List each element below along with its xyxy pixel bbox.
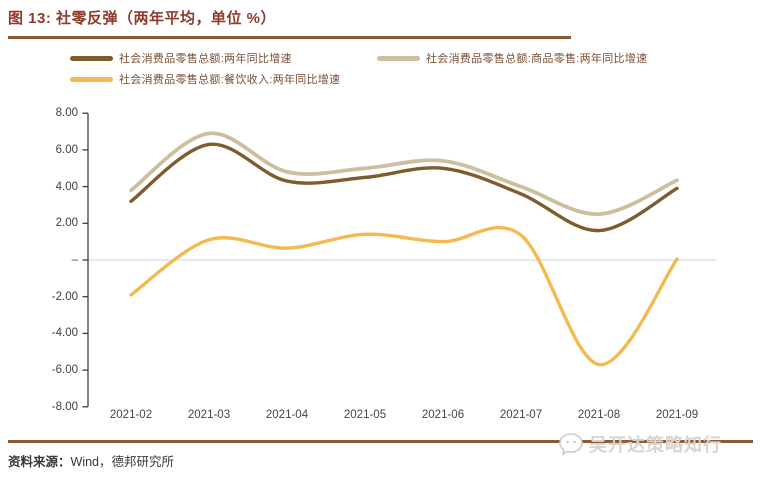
source-value: Wind，德邦研究所 (70, 455, 174, 469)
watermark: 吴开达策略知行 (558, 431, 722, 457)
x-tick-label: 2021-03 (187, 409, 231, 421)
legend-line-swatch-catering (70, 76, 113, 82)
y-tick-label: 2.00 (55, 217, 78, 230)
x-tick-label: 2021-08 (577, 409, 621, 421)
x-tick-label: 2021-02 (109, 409, 153, 421)
legend-item-catering: 社会消费品零售总额:餐饮收入:两年同比增速 (70, 72, 340, 86)
source-note: 资料来源：Wind，德邦研究所 (8, 451, 174, 470)
x-tick-label: 2021-07 (499, 409, 543, 421)
watermark-text: 吴开达策略知行 (589, 435, 722, 455)
y-tick-label: -6.00 (51, 364, 78, 377)
legend-label-catering: 社会消费品零售总额:餐饮收入:两年同比增速 (119, 74, 341, 86)
y-tick-label: 8.00 (55, 107, 78, 120)
legend-label-goods: 社会消费品零售总额:商品零售:两年同比增速 (426, 53, 648, 65)
source-label: 资料来源： (8, 455, 71, 469)
legend-line-swatch-goods (377, 55, 420, 61)
title-divider (8, 36, 571, 39)
series-line-2 (129, 225, 679, 367)
x-tick-label: 2021-09 (655, 409, 699, 421)
y-tick-label: 6.00 (55, 143, 78, 156)
x-tick-label: 2021-04 (265, 409, 309, 421)
legend-item-goods: 社会消费品零售总额:商品零售:两年同比增速 (377, 51, 647, 65)
x-tick-label: 2021-05 (343, 409, 387, 421)
y-tick-label: – (71, 254, 78, 266)
series-line-1 (129, 131, 679, 217)
figure-title: 图 13: 社零反弹（两年平均，单位 %） (8, 10, 277, 27)
y-tick-label: -2.00 (51, 290, 78, 303)
chat-bubble-icon (559, 433, 583, 456)
legend-line-swatch-total (70, 55, 113, 61)
y-tick-label: -4.00 (51, 327, 78, 340)
y-tick-label: -8.00 (51, 400, 78, 413)
series-line-0 (129, 142, 679, 233)
footer-divider (8, 440, 753, 443)
y-tick-label: 4.00 (55, 180, 78, 193)
legend-item-total: 社会消费品零售总额:两年同比增速 (70, 51, 292, 65)
legend-label-total: 社会消费品零售总额:两年同比增速 (119, 53, 292, 65)
x-tick-label: 2021-06 (421, 409, 465, 421)
